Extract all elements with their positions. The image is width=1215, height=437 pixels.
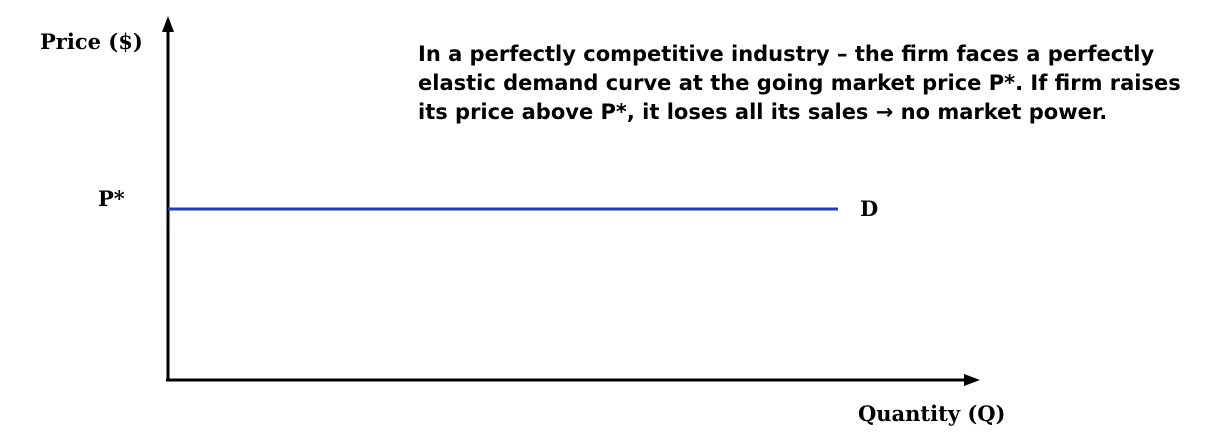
demand-curve-label: D (860, 196, 878, 221)
x-axis-label: Quantity (Q) (858, 401, 1006, 426)
y-axis-arrowhead (162, 16, 174, 32)
price-level-label: P* (98, 186, 125, 211)
x-axis-arrowhead (964, 374, 980, 386)
y-axis-label: Price ($) (40, 29, 143, 54)
annotation-text: In a perfectly competitive industry – th… (418, 42, 1181, 124)
